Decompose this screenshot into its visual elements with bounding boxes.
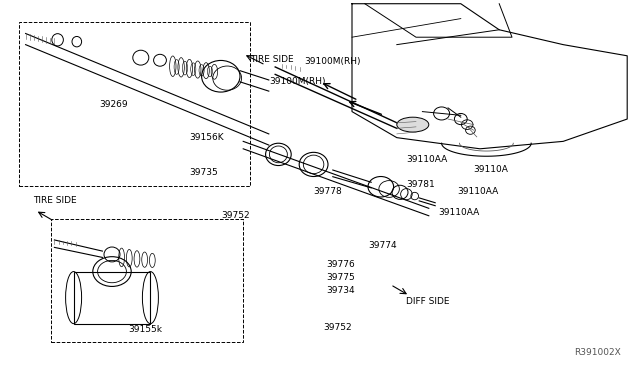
Text: 39156K: 39156K (189, 133, 223, 142)
Ellipse shape (397, 117, 429, 132)
Text: DIFF SIDE: DIFF SIDE (406, 297, 450, 306)
Text: 39781: 39781 (406, 180, 435, 189)
Bar (51, 219, 243, 342)
Text: 39110AA: 39110AA (458, 187, 499, 196)
Text: 39269: 39269 (99, 100, 128, 109)
Bar (74, 272, 150, 324)
Bar (19, 22, 250, 186)
Text: 39752: 39752 (323, 323, 352, 332)
Text: 39776: 39776 (326, 260, 355, 269)
Text: 39155k: 39155k (128, 325, 162, 334)
Text: 39734: 39734 (326, 286, 355, 295)
Text: 39100M(RH): 39100M(RH) (304, 57, 360, 66)
Text: 39774: 39774 (368, 241, 397, 250)
Text: 39110A: 39110A (474, 165, 508, 174)
Text: 39100M(RH): 39100M(RH) (269, 77, 325, 86)
Text: R391002X: R391002X (574, 348, 621, 357)
Text: 39752: 39752 (221, 211, 250, 220)
Text: 39735: 39735 (189, 169, 218, 177)
Text: 39778: 39778 (314, 187, 342, 196)
Text: 39110AA: 39110AA (406, 155, 447, 164)
Text: 39110AA: 39110AA (438, 208, 479, 217)
Text: 39775: 39775 (326, 273, 355, 282)
Text: TIRE SIDE: TIRE SIDE (250, 55, 293, 64)
Text: TIRE SIDE: TIRE SIDE (33, 196, 77, 205)
